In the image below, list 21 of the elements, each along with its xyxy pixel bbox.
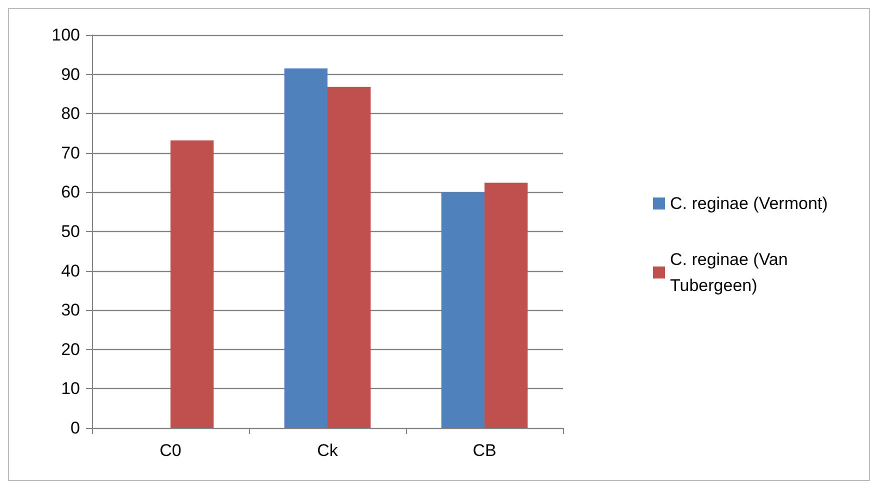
y-tick-label: 10 bbox=[61, 379, 80, 398]
y-tick-label: 80 bbox=[61, 104, 80, 124]
y-tick-label: 60 bbox=[61, 182, 80, 202]
y-tick-label: 20 bbox=[61, 340, 80, 359]
legend-label: C. reginae (Vermont) bbox=[670, 194, 828, 213]
y-tick-label: 30 bbox=[61, 300, 80, 320]
y-tick-label: 0 bbox=[70, 418, 80, 438]
x-tick-label: CB bbox=[472, 441, 496, 460]
y-tick-label: 40 bbox=[61, 261, 80, 280]
bar bbox=[170, 140, 214, 428]
y-tick-label: 50 bbox=[61, 222, 80, 241]
bar bbox=[328, 86, 371, 428]
legend-label: C. reginae (Van Tubergeen) bbox=[670, 250, 793, 295]
bar bbox=[284, 68, 328, 428]
bar bbox=[484, 182, 528, 428]
bar bbox=[441, 192, 484, 428]
x-tick-label: Ck bbox=[317, 441, 338, 460]
y-tick-label: 70 bbox=[61, 143, 80, 162]
x-tick-label: C0 bbox=[160, 441, 182, 460]
y-tick-label: 90 bbox=[61, 64, 80, 84]
y-tick-label: 100 bbox=[52, 26, 80, 44]
